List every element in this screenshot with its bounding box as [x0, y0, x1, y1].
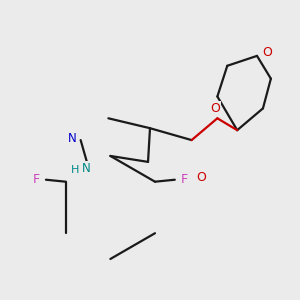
Text: N: N [82, 162, 91, 175]
Text: F: F [32, 173, 40, 186]
Text: N: N [68, 132, 77, 145]
Text: H: H [70, 165, 79, 175]
Text: O: O [211, 102, 220, 115]
Text: F: F [181, 173, 188, 186]
Text: O: O [262, 46, 272, 59]
Text: O: O [196, 171, 206, 184]
